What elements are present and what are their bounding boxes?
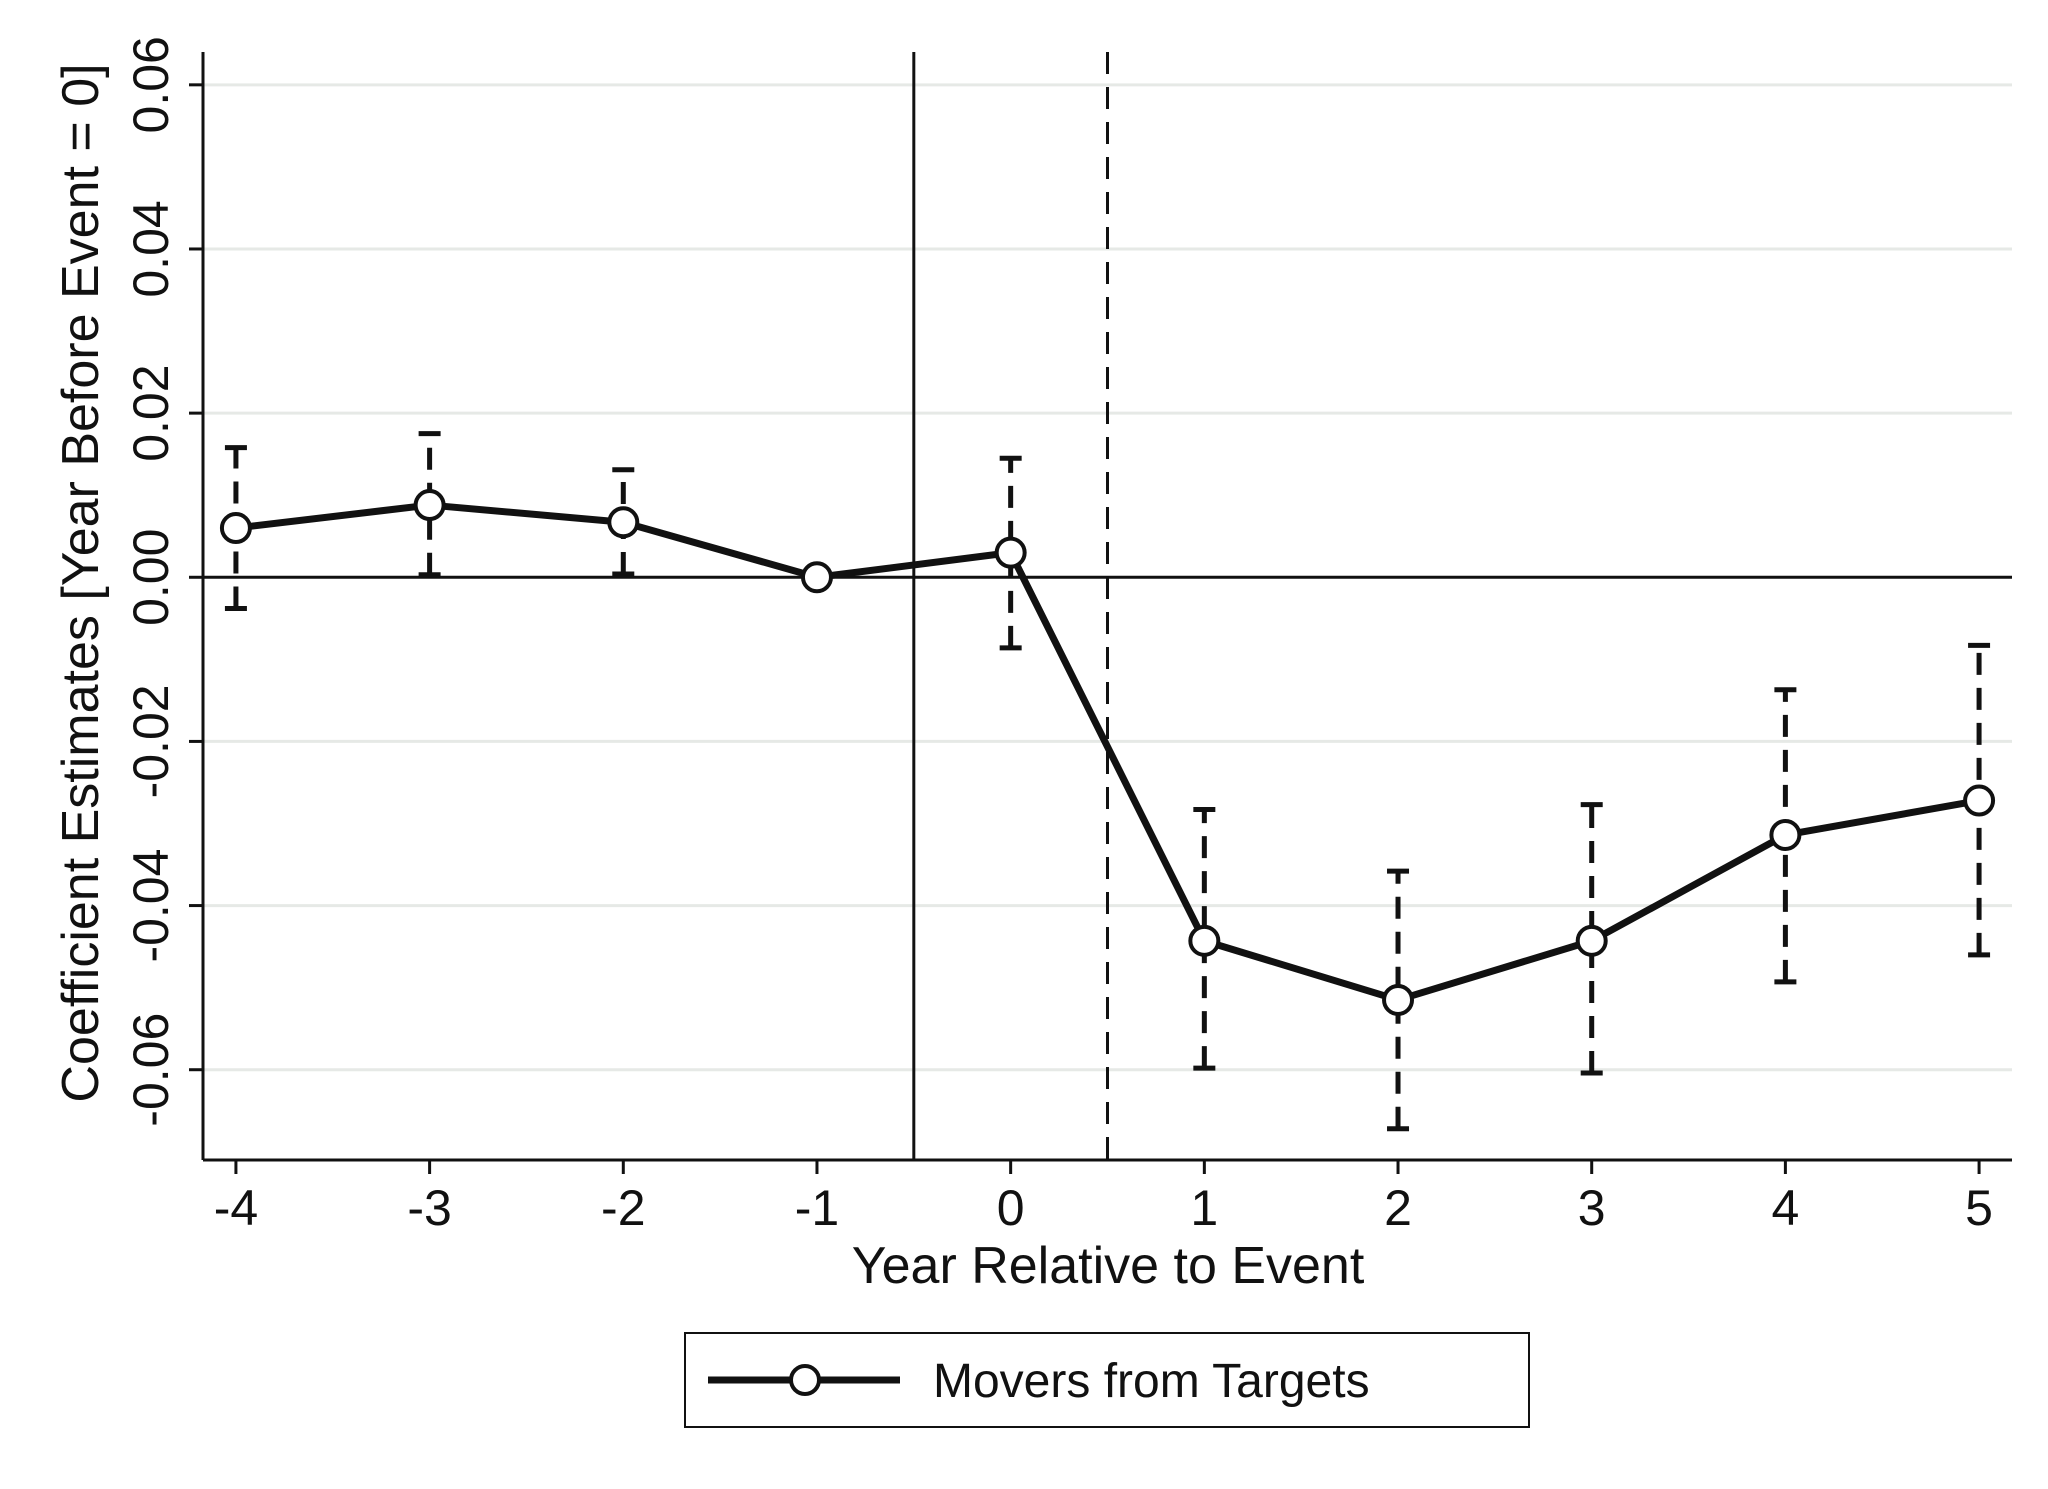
x-tick-label-2: 2: [1384, 1180, 1412, 1236]
y-tick-label--0.02: -0.02: [123, 684, 179, 798]
data-point-3: [1575, 924, 1608, 957]
ci-bar-2: [1387, 868, 1410, 1132]
y-tick-label-0.04: 0.04: [123, 200, 179, 297]
x-axis-title: Year Relative to Event: [852, 1237, 1365, 1295]
legend-marker-swatch: [789, 1364, 821, 1396]
x-tick-label-0: 0: [997, 1180, 1025, 1236]
data-point--1: [800, 561, 833, 594]
x-tick-label-4: 4: [1771, 1180, 1799, 1236]
x-tick-label--3: -3: [407, 1180, 451, 1236]
data-point-4: [1769, 818, 1802, 851]
reference-lines: [203, 52, 2012, 1160]
data-point--2: [607, 506, 640, 539]
legend-label: Movers from Targets: [933, 1355, 1370, 1408]
data-point--3: [413, 489, 446, 522]
data-point-1: [1188, 924, 1221, 957]
series-markers: [219, 489, 1996, 1016]
x-tick-label--4: -4: [214, 1180, 258, 1236]
data-point--4: [219, 512, 252, 545]
data-point-0: [994, 536, 1027, 569]
x-tick-label-5: 5: [1965, 1180, 1993, 1236]
ci-bar-1: [1193, 807, 1216, 1071]
x-tick-label--1: -1: [795, 1180, 839, 1236]
ci-bar-3: [1580, 802, 1603, 1076]
series-line-layer: [235, 501, 1980, 1004]
y-tick-label-0.06: 0.06: [123, 36, 179, 133]
data-point-5: [1963, 784, 1996, 817]
series-line-movers-from-targets: [235, 501, 1980, 1004]
y-tick-label--0.06: -0.06: [123, 1013, 179, 1127]
y-tick-label-0.02: 0.02: [123, 364, 179, 461]
y-axis-title: Coefficient Estimates [Year Before Event…: [52, 63, 110, 1102]
x-tick-label-1: 1: [1190, 1180, 1218, 1236]
ci-bar-0: [999, 455, 1022, 651]
tick-labels: -0.06 -0.04 -0.02 0.00 0.02 0.04 0.06 -4 -3 -2 -1 0…: [123, 36, 1993, 1236]
axes: [189, 52, 2012, 1174]
x-tick-label-3: 3: [1578, 1180, 1606, 1236]
y-tick-label-0.00: 0.00: [123, 529, 179, 626]
y-tick-label--0.04: -0.04: [123, 849, 179, 963]
x-tick-label--2: -2: [601, 1180, 645, 1236]
data-point-2: [1382, 983, 1415, 1016]
confidence-intervals: [224, 431, 1991, 1132]
legend: Movers from Targets: [684, 1332, 1530, 1428]
